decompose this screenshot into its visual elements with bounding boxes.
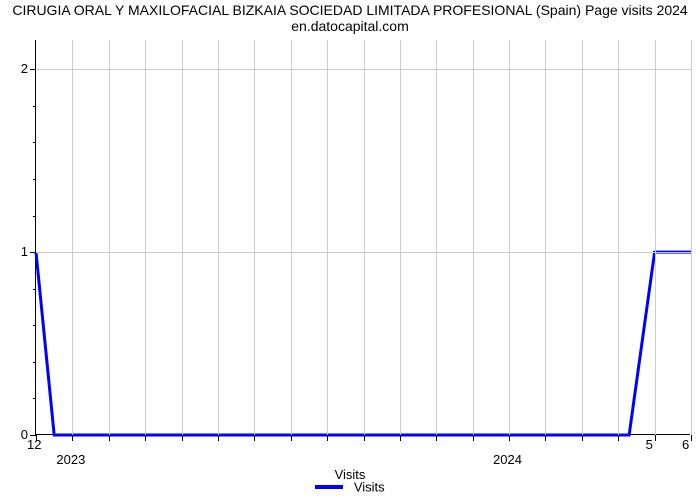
x-minor-tick	[291, 435, 292, 438]
grid-v	[545, 40, 546, 435]
grid-v	[618, 40, 619, 435]
x-minor-tick	[254, 435, 255, 438]
x-minor-tick	[72, 435, 73, 438]
chart-subtitle: en.datocapital.com	[0, 18, 700, 34]
x-minor-tick	[182, 435, 183, 438]
grid-v	[109, 40, 110, 435]
grid-v	[400, 40, 401, 435]
x-minor-tick	[400, 435, 401, 438]
legend: Visits	[0, 478, 700, 496]
y-tick	[30, 69, 36, 70]
x-minor-tick	[545, 435, 546, 438]
grid-v	[182, 40, 183, 435]
grid-v	[473, 40, 474, 435]
x-tick-label: 12	[27, 437, 41, 452]
grid-v	[291, 40, 292, 435]
grid-v	[145, 40, 146, 435]
x-year-label: 2023	[56, 452, 85, 467]
y-tick-label: 2	[21, 61, 28, 76]
x-minor-tick	[473, 435, 474, 438]
x-minor-tick	[436, 435, 437, 438]
y-minor-tick	[33, 325, 36, 326]
y-minor-tick	[33, 398, 36, 399]
y-tick	[30, 252, 36, 253]
plot-area	[35, 40, 690, 435]
x-minor-tick	[509, 435, 510, 438]
legend-label: Visits	[354, 479, 385, 494]
x-minor-tick	[109, 435, 110, 438]
y-minor-tick	[33, 289, 36, 290]
x-minor-tick	[218, 435, 219, 438]
grid-v	[218, 40, 219, 435]
grid-v	[655, 40, 656, 435]
y-tick-label: 1	[21, 244, 28, 259]
x-minor-tick	[145, 435, 146, 438]
x-minor-tick	[691, 435, 692, 438]
grid-v	[327, 40, 328, 435]
x-minor-tick	[582, 435, 583, 438]
grid-v	[72, 40, 73, 435]
x-minor-tick	[655, 435, 656, 438]
grid-v	[509, 40, 510, 435]
grid-v	[254, 40, 255, 435]
x-year-label: 2024	[493, 452, 522, 467]
legend-swatch	[315, 485, 343, 489]
y-minor-tick	[33, 179, 36, 180]
x-tick-label: 6	[682, 437, 689, 452]
x-minor-tick	[327, 435, 328, 438]
x-minor-tick	[364, 435, 365, 438]
chart-container: CIRUGIA ORAL Y MAXILOFACIAL BIZKAIA SOCI…	[0, 0, 700, 500]
y-minor-tick	[33, 216, 36, 217]
y-minor-tick	[33, 142, 36, 143]
x-minor-tick	[618, 435, 619, 438]
chart-title: CIRUGIA ORAL Y MAXILOFACIAL BIZKAIA SOCI…	[0, 2, 700, 19]
grid-v	[364, 40, 365, 435]
x-tick-label: 5	[646, 437, 653, 452]
y-minor-tick	[33, 362, 36, 363]
grid-v	[582, 40, 583, 435]
grid-v	[436, 40, 437, 435]
y-minor-tick	[33, 106, 36, 107]
grid-v	[691, 40, 692, 435]
